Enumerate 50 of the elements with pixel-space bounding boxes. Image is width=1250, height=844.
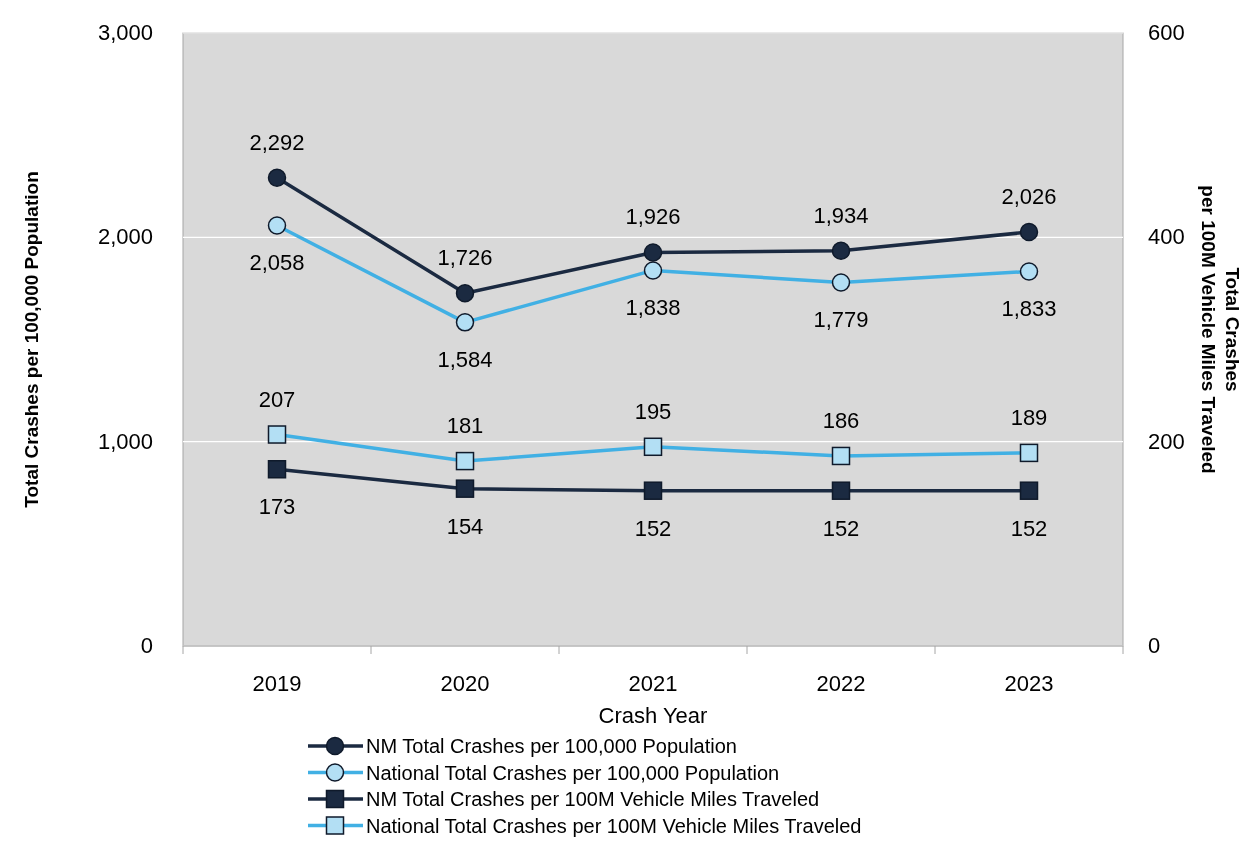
point bbox=[1019, 222, 1039, 242]
x-tick-label: 2021 bbox=[628, 671, 678, 696]
data-label: 2,058 bbox=[249, 250, 305, 276]
legend-label: NM Total Crashes per 100,000 Population bbox=[366, 735, 737, 757]
data-label: 1,779 bbox=[813, 307, 869, 333]
data-label: 152 bbox=[1010, 515, 1048, 541]
data-label: 189 bbox=[1010, 404, 1048, 430]
x-axis-title: Crash Year bbox=[598, 703, 708, 728]
point bbox=[831, 481, 851, 500]
legend-label: National Total Crashes per 100,000 Population bbox=[366, 761, 780, 784]
y-axis-title: Total Crashes per 100,000 Population bbox=[21, 171, 42, 508]
data-label: 2,292 bbox=[249, 129, 305, 155]
data-label: 2,026 bbox=[1001, 184, 1057, 210]
data-label: 1,584 bbox=[437, 347, 493, 373]
data-label: 152 bbox=[822, 515, 860, 541]
y-tick-label: 0 bbox=[140, 633, 153, 658]
point bbox=[455, 479, 475, 498]
y2-tick-label: 600 bbox=[1148, 20, 1185, 45]
data-label: 207 bbox=[258, 386, 296, 412]
point bbox=[1019, 481, 1039, 500]
point bbox=[643, 243, 663, 262]
x-tick-label: 2022 bbox=[816, 671, 866, 696]
data-label: 154 bbox=[446, 513, 484, 539]
point bbox=[267, 168, 287, 187]
data-label: 1,838 bbox=[625, 295, 681, 321]
y-tick-label: 3,000 bbox=[97, 20, 153, 45]
point bbox=[455, 284, 475, 303]
legend-label: NM Total Crashes per 100M Vehicle Miles Traveled bbox=[366, 788, 820, 810]
y-tick-label: 1,000 bbox=[97, 428, 153, 454]
data-label: 195 bbox=[634, 398, 672, 424]
data-label: 152 bbox=[634, 515, 672, 541]
data-label: 181 bbox=[446, 413, 484, 439]
point bbox=[831, 241, 851, 261]
data-label: 1,833 bbox=[1001, 296, 1057, 322]
point bbox=[643, 481, 663, 500]
data-label: 1,926 bbox=[625, 204, 681, 230]
data-label: 1,934 bbox=[813, 202, 869, 228]
y2-tick-label: 400 bbox=[1148, 224, 1185, 250]
data-label: 1,726 bbox=[437, 245, 493, 271]
data-label: 186 bbox=[822, 407, 860, 433]
y2-axis-title: Total Crashes per 100M Vehicle Miles Traveled bbox=[1198, 185, 1243, 474]
data-label: 173 bbox=[258, 494, 296, 520]
x-tick-label: 2020 bbox=[440, 671, 490, 696]
x-tick-label: 2019 bbox=[252, 671, 302, 696]
point bbox=[267, 460, 287, 479]
legend-label: National Total Crashes per 100M Vehicle Miles Traveled bbox=[366, 814, 862, 837]
y2-tick-label: 200 bbox=[1148, 428, 1185, 454]
x-tick-label: 2023 bbox=[1004, 671, 1054, 696]
y-tick-label: 2,000 bbox=[97, 224, 153, 250]
y2-tick-label: 0 bbox=[1148, 633, 1161, 658]
